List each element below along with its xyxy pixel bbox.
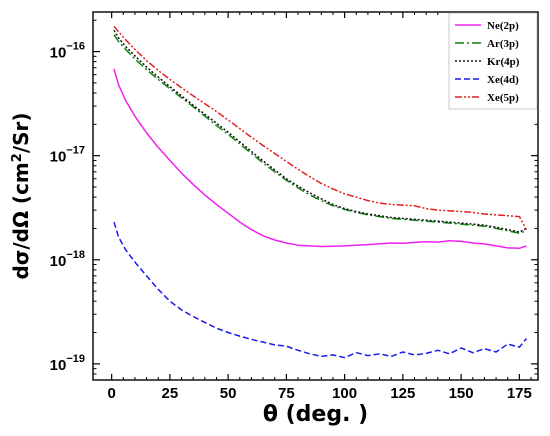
y-tick-label: 10−19 [50, 353, 85, 374]
y-tick-exponent: −18 [66, 249, 85, 261]
y-tick-label: 10−17 [50, 145, 85, 166]
y-tick-exponent: −16 [66, 41, 85, 53]
series-line-kr4p [113, 29, 527, 233]
x-tick-label: 25 [162, 385, 179, 402]
y-axis-title-sup: 2 [10, 153, 25, 162]
y-tick-base: 10 [50, 149, 67, 166]
legend-label: Kr(4p) [487, 56, 520, 68]
plot-frame [92, 11, 539, 381]
x-tick-label: 75 [278, 385, 295, 402]
legend-label: Ne(2p) [487, 20, 519, 32]
y-axis-title-tail: /Sr) [9, 112, 33, 153]
series-line-ar3p [113, 34, 527, 234]
y-tick-exponent: −19 [66, 353, 85, 365]
x-tick-label: 100 [332, 385, 357, 402]
legend: Ne(2p) Ar(3p) Kr(4p) Xe(4d) Xe(5p) [448, 12, 538, 110]
series-line-ne2p [113, 68, 527, 250]
y-axis-title-main: dσ/dΩ (cm [9, 162, 33, 279]
x-tick-label: 50 [220, 385, 237, 402]
y-axis-title: dσ/dΩ (cm2/Sr) [9, 112, 33, 279]
legend-label: Xe(5p) [487, 92, 519, 104]
x-tick-label: 0 [107, 385, 115, 402]
y-tick-base: 10 [50, 357, 67, 374]
x-tick-label: 125 [390, 385, 415, 402]
x-tick-label: 175 [507, 385, 532, 402]
y-tick-exponent: −17 [66, 145, 85, 157]
series-group [113, 25, 528, 359]
legend-label: Ar(3p) [487, 38, 519, 50]
x-axis-ticks: 0 25 50 75 100 125 150 175 [107, 12, 532, 402]
legend-label: Xe(4d) [487, 74, 519, 86]
x-axis-title: θ (deg. ) [263, 402, 368, 427]
x-tick-label: 150 [449, 385, 474, 402]
y-tick-label: 10−18 [50, 249, 85, 270]
series-line-xe4d [113, 221, 527, 359]
y-tick-base: 10 [50, 45, 67, 62]
y-tick-label: 10−16 [50, 41, 85, 62]
y-tick-base: 10 [50, 253, 67, 270]
